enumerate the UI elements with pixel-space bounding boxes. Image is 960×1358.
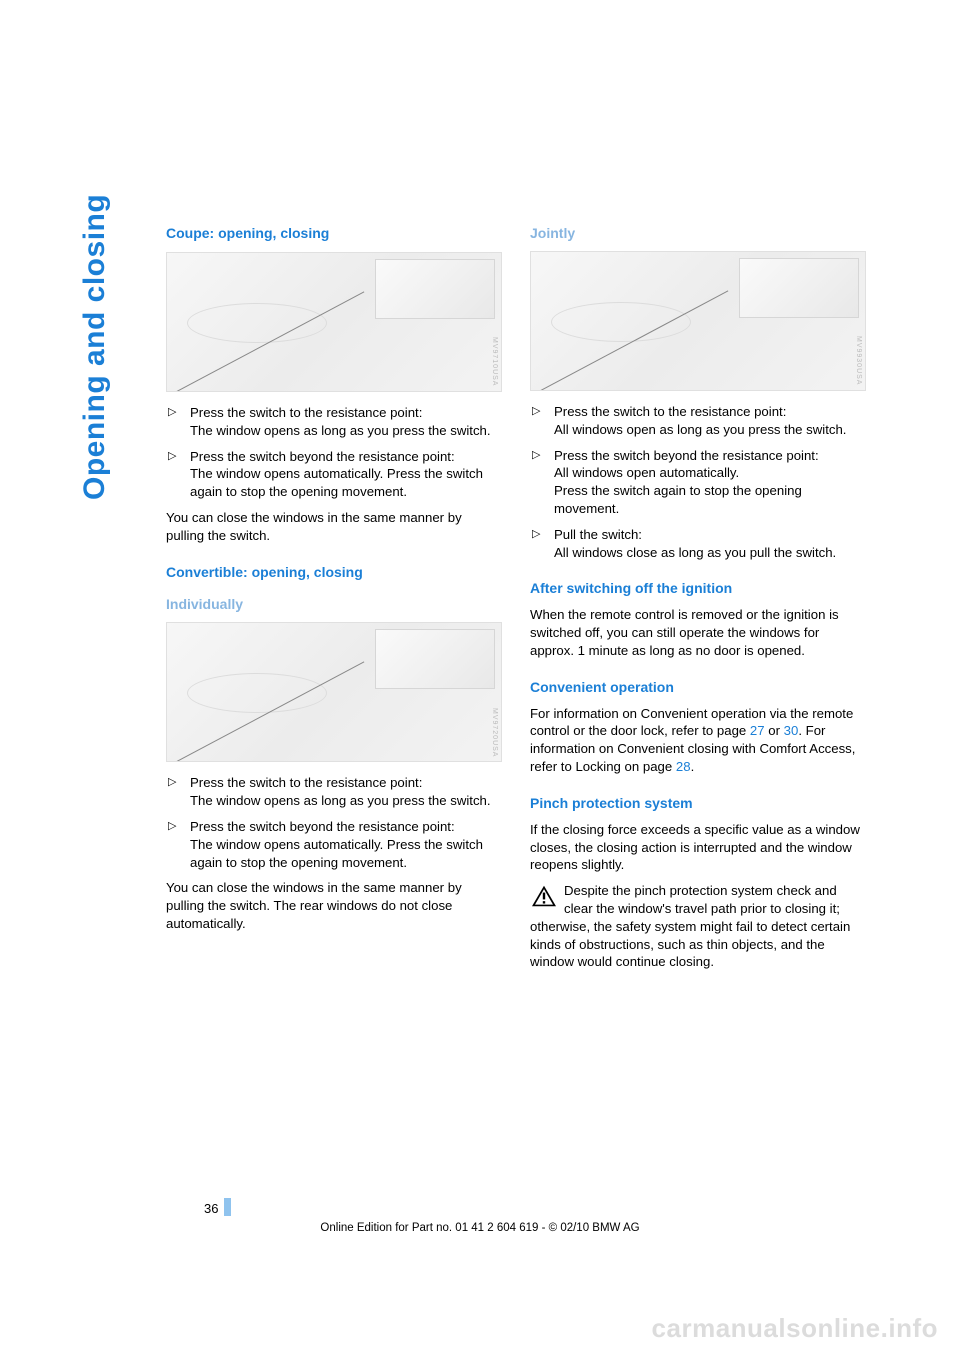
after-ignition-body: When the remote control is removed or th… — [530, 606, 866, 659]
bullet-body: All windows open automatically. — [554, 465, 739, 480]
bullet-body: The window opens automatically. Press th… — [190, 837, 483, 870]
bullet-lead: Press the switch to the resistance point… — [554, 404, 786, 419]
bullet-lead: Press the switch beyond the resistance p… — [190, 449, 455, 464]
figure-code: MV9720USA — [490, 708, 499, 757]
bullet-lead: Pull the switch: — [554, 527, 642, 542]
coupe-bullets: Press the switch to the resistance point… — [166, 404, 502, 501]
footer-text: Online Edition for Part no. 01 41 2 604 … — [320, 1222, 639, 1234]
bullet-lead: Press the switch to the resistance point… — [190, 405, 422, 420]
coupe-after: You can close the windows in the same ma… — [166, 509, 502, 545]
list-item: Press the switch beyond the resistance p… — [166, 818, 502, 871]
bullet-body: All windows open as long as you press th… — [554, 422, 846, 437]
figure-code: MV9930USA — [854, 336, 863, 385]
bullet-lead: Press the switch beyond the resistance p… — [190, 819, 455, 834]
bullet-body: The window opens automatically. Press th… — [190, 466, 483, 499]
list-item: Press the switch beyond the resistance p… — [530, 447, 866, 518]
warning-box: Despite the pinch protection system chec… — [530, 882, 866, 971]
bullet-lead: Press the switch beyond the resistance p… — [554, 448, 819, 463]
list-item: Press the switch to the resistance point… — [166, 774, 502, 810]
jointly-bullets: Press the switch to the resistance point… — [530, 403, 866, 562]
list-item: Pull the switch: All windows close as lo… — [530, 526, 866, 562]
footer: Online Edition for Part no. 01 41 2 604 … — [0, 1218, 960, 1236]
warning-icon — [530, 884, 558, 908]
bullet-body: The window opens as long as you press th… — [190, 793, 491, 808]
bullet-body: All windows close as long as you pull th… — [554, 545, 836, 560]
bullet-lead: Press the switch to the resistance point… — [190, 775, 422, 790]
heading-convenient: Convenient operation — [530, 678, 866, 697]
right-column: Jointly MV9930USA Press the switch to th… — [530, 224, 866, 979]
figure-code: MV9710USA — [490, 337, 499, 386]
figure-coupe: MV9710USA — [166, 252, 502, 392]
heading-pinch: Pinch protection system — [530, 794, 866, 813]
bullet-body: Press the switch again to stop the openi… — [554, 483, 802, 516]
content-columns: Coupe: opening, closing MV9710USA Press … — [166, 224, 866, 979]
heading-coupe: Coupe: opening, closing — [166, 224, 502, 243]
heading-after-ignition: After switching off the ignition — [530, 579, 866, 598]
convenient-body: For information on Convenient operation … — [530, 705, 866, 776]
list-item: Press the switch to the resistance point… — [530, 403, 866, 439]
list-item: Press the switch beyond the resistance p… — [166, 448, 502, 501]
bullet-body: The window opens as long as you press th… — [190, 423, 491, 438]
page-number: 36 — [204, 1201, 222, 1216]
page-number-bar — [224, 1198, 231, 1216]
page-link[interactable]: 28 — [676, 759, 691, 774]
text: or — [765, 723, 784, 738]
subheading-jointly: Jointly — [530, 224, 866, 243]
page-link[interactable]: 27 — [750, 723, 765, 738]
text: . — [691, 759, 695, 774]
page-number-block: 36 — [204, 1198, 231, 1216]
figure-convertible: MV9720USA — [166, 622, 502, 762]
pinch-intro: If the closing force exceeds a specific … — [530, 821, 866, 874]
figure-jointly: MV9930USA — [530, 251, 866, 391]
watermark: carmanualsonline.info — [652, 1313, 938, 1344]
page: Opening and closing Coupe: opening, clos… — [0, 0, 960, 1358]
page-link[interactable]: 30 — [784, 723, 799, 738]
list-item: Press the switch to the resistance point… — [166, 404, 502, 440]
section-title-vertical: Opening and closing — [78, 194, 112, 500]
convertible-after: You can close the windows in the same ma… — [166, 879, 502, 932]
warning-text: Despite the pinch protection system chec… — [530, 883, 850, 969]
subheading-individually: Individually — [166, 595, 502, 614]
heading-convertible: Convertible: opening, closing — [166, 563, 502, 582]
left-column: Coupe: opening, closing MV9710USA Press … — [166, 224, 502, 979]
convertible-bullets: Press the switch to the resistance point… — [166, 774, 502, 871]
